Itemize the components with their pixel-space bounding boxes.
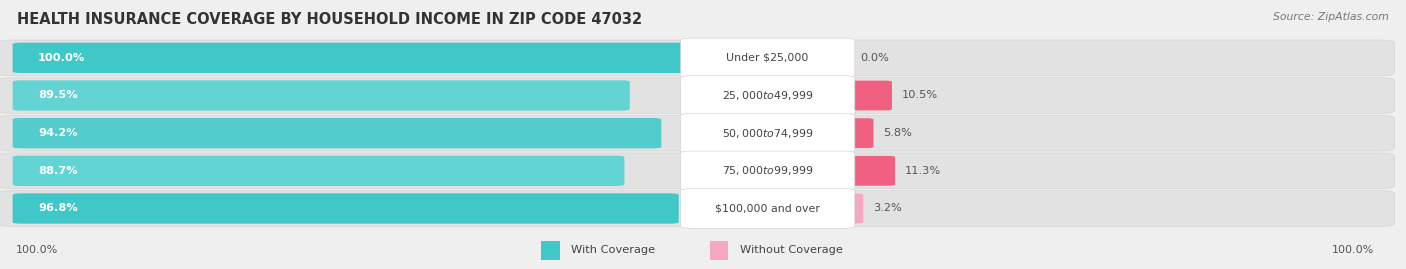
Text: 0.0%: 0.0% (860, 53, 890, 63)
FancyBboxPatch shape (681, 114, 855, 153)
FancyBboxPatch shape (681, 38, 855, 77)
Text: 100.0%: 100.0% (1331, 245, 1374, 255)
Text: 100.0%: 100.0% (38, 53, 86, 63)
Text: 3.2%: 3.2% (873, 203, 901, 214)
Text: With Coverage: With Coverage (571, 245, 655, 255)
Text: 94.2%: 94.2% (38, 128, 77, 138)
FancyBboxPatch shape (681, 189, 855, 228)
Text: 11.3%: 11.3% (905, 166, 941, 176)
FancyBboxPatch shape (13, 118, 661, 148)
FancyBboxPatch shape (681, 151, 855, 190)
FancyBboxPatch shape (0, 191, 1395, 226)
FancyBboxPatch shape (13, 193, 679, 224)
FancyBboxPatch shape (710, 241, 728, 260)
FancyBboxPatch shape (837, 194, 863, 223)
Text: 100.0%: 100.0% (15, 245, 58, 255)
FancyBboxPatch shape (0, 153, 1395, 189)
Text: $50,000 to $74,999: $50,000 to $74,999 (721, 127, 814, 140)
Text: 5.8%: 5.8% (883, 128, 912, 138)
FancyBboxPatch shape (541, 241, 560, 260)
FancyBboxPatch shape (837, 156, 896, 186)
Text: 89.5%: 89.5% (38, 90, 77, 101)
Text: 88.7%: 88.7% (38, 166, 77, 176)
Text: $25,000 to $49,999: $25,000 to $49,999 (721, 89, 814, 102)
FancyBboxPatch shape (837, 81, 891, 110)
FancyBboxPatch shape (0, 40, 1395, 76)
Text: Source: ZipAtlas.com: Source: ZipAtlas.com (1274, 12, 1389, 22)
FancyBboxPatch shape (13, 43, 700, 73)
FancyBboxPatch shape (13, 156, 624, 186)
Text: Under $25,000: Under $25,000 (727, 53, 808, 63)
FancyBboxPatch shape (13, 80, 630, 111)
Text: $100,000 and over: $100,000 and over (716, 203, 820, 214)
Text: 10.5%: 10.5% (901, 90, 938, 101)
FancyBboxPatch shape (0, 78, 1395, 113)
Text: Without Coverage: Without Coverage (740, 245, 842, 255)
FancyBboxPatch shape (681, 76, 855, 115)
Text: HEALTH INSURANCE COVERAGE BY HOUSEHOLD INCOME IN ZIP CODE 47032: HEALTH INSURANCE COVERAGE BY HOUSEHOLD I… (17, 12, 643, 27)
FancyBboxPatch shape (837, 118, 873, 148)
FancyBboxPatch shape (0, 115, 1395, 151)
Text: $75,000 to $99,999: $75,000 to $99,999 (721, 164, 814, 177)
Text: 96.8%: 96.8% (38, 203, 77, 214)
